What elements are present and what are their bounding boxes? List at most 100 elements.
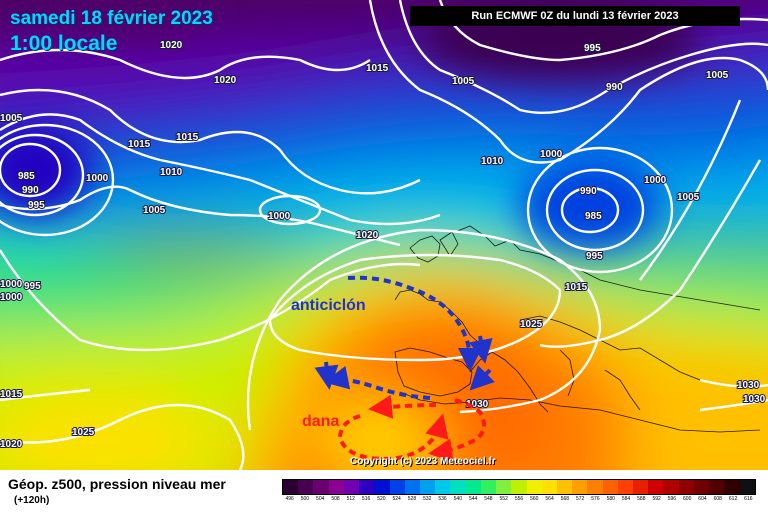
colorbar-swatch [709, 480, 725, 494]
isobar-label: 1025 [520, 319, 543, 330]
colorbar-tick-label: 572 [575, 496, 585, 502]
isobar-label: 1020 [356, 230, 379, 241]
valid-date: samedi 18 février 2023 [10, 8, 213, 29]
colorbar-tick-label: 564 [545, 496, 554, 502]
valid-time: 1:00 locale [10, 32, 118, 55]
colorbar-swatch [343, 480, 360, 494]
isobar-label: 1005 [452, 76, 475, 87]
colorbar-swatch [328, 480, 344, 494]
isobar-label: 1010 [160, 167, 183, 178]
legend-subtitle: (+120h) [14, 495, 50, 506]
colorbar-tick-label: 612 [728, 496, 738, 502]
isobar-label: 1030 [743, 394, 766, 405]
colorbar-swatch [617, 480, 634, 494]
colorbar-swatch [648, 480, 664, 494]
colorbar-swatch [602, 480, 618, 494]
colorbar-tick-label: 512 [346, 496, 355, 502]
colorbar-tick-label: 524 [392, 496, 401, 502]
anticyclone-arrows [314, 275, 495, 400]
isobar-label: 1015 [565, 282, 588, 293]
colorbar-swatch [283, 480, 299, 494]
isobar-label: 990 [22, 185, 39, 196]
colorbar-tick-label: 540 [453, 496, 462, 502]
colorbar-swatch [678, 480, 694, 494]
low-arrows [337, 394, 486, 463]
colorbar-tick-label: 600 [683, 496, 692, 502]
isobar-label: 1010 [481, 156, 504, 167]
isobar-label: 1005 [677, 192, 700, 203]
geopotential-map: 1020 1020 1015 1015 1015 1010 1005 1005 … [0, 0, 768, 470]
colorbar-swatch [724, 480, 740, 494]
colorbar-swatch [435, 480, 451, 494]
isobar-label: 1015 [366, 63, 389, 74]
isobars [0, 0, 768, 470]
color-field [0, 0, 768, 470]
legend-footer: Géop. z500, pression niveau mer (+120h) … [0, 470, 768, 512]
colorbar-swatch [496, 480, 512, 494]
colorbar-tick-label: 604 [698, 496, 707, 502]
colorbar-swatch [450, 480, 466, 494]
colorbar-tick-label: 576 [591, 496, 600, 502]
colorbar-swatch [404, 480, 420, 494]
colorbar-tick-label: 520 [377, 496, 386, 502]
colorbar-tick-label: 580 [606, 496, 615, 502]
colorbar-tick-label: 548 [484, 496, 493, 502]
colorbar-swatch [480, 480, 497, 494]
anticyclone-label: anticiclón [291, 297, 366, 314]
isobar-label: 985 [585, 211, 602, 222]
colorbar-swatch [313, 480, 329, 494]
isobar-label: 995 [28, 200, 45, 211]
colorbar-tick-label: 568 [560, 496, 570, 502]
colorbar-tick-label: 532 [423, 496, 432, 502]
colorbar-swatch [419, 480, 436, 494]
colorbar-tick-label: 596 [667, 496, 677, 502]
colorbar-swatch [556, 480, 573, 494]
isobar-labels: 1020 1020 1015 1015 1015 1010 1005 1005 … [0, 39, 767, 451]
colorbar-tick-label: 552 [499, 496, 508, 502]
isobar-label: 1030 [737, 380, 760, 391]
colorbar-tick-label: 544 [468, 496, 478, 502]
isobar-label: 1025 [72, 427, 95, 438]
colorbar-tick-label: 592 [652, 496, 661, 502]
colorbar-swatch [587, 480, 603, 494]
colorbar-tick-label: 536 [438, 496, 447, 502]
isobar-label: 985 [18, 171, 35, 182]
colorbar-tick-label: 556 [514, 496, 524, 502]
colorbar-tick-label: 588 [637, 496, 646, 502]
isobar-label: 1000 [86, 173, 109, 184]
isobar-label: 1020 [0, 439, 23, 450]
colorbar-swatch [389, 480, 405, 494]
isobar-label: 1015 [128, 139, 151, 150]
colorbar-tick-label: 508 [331, 496, 340, 502]
isobar-label: 1000 [0, 279, 23, 290]
isobar-label: 1005 [0, 113, 23, 124]
colorbar-swatch [739, 480, 755, 494]
isobar-label: 1000 [0, 292, 23, 303]
colorbar-swatch [633, 480, 649, 494]
low-label: dana [302, 413, 339, 430]
model-run-label: Run ECMWF 0Z du lundi 13 février 2023 [410, 6, 740, 26]
isobar-label: 1000 [644, 175, 667, 186]
colorbar-swatch [693, 480, 710, 494]
isobar-label: 1015 [176, 132, 199, 143]
isobar-label: 990 [606, 82, 623, 93]
colorbar-tick-label: 560 [530, 496, 539, 502]
colorbar-tick-label: 608 [713, 496, 722, 502]
colorbar-swatch [572, 480, 588, 494]
colorbar-swatch [511, 480, 527, 494]
isobar-label: 1005 [143, 205, 166, 216]
colorbar-tick-label: 516 [361, 496, 371, 502]
colorbar-swatch [526, 480, 542, 494]
isobar-label: 1020 [214, 75, 237, 86]
colorbar-tick-label: 616 [744, 496, 753, 502]
isobar-label: 1015 [0, 389, 23, 400]
isobar-label: 1005 [706, 70, 729, 81]
colorbar-swatch [359, 480, 375, 494]
colorbar-swatch [298, 480, 314, 494]
colorbar-tick-label: 584 [621, 496, 631, 502]
isobar-label: 995 [24, 281, 41, 292]
isobar-label: 1000 [540, 149, 563, 160]
colorbar-tick-label: 504 [316, 496, 325, 502]
isobar-label: 995 [586, 251, 603, 262]
